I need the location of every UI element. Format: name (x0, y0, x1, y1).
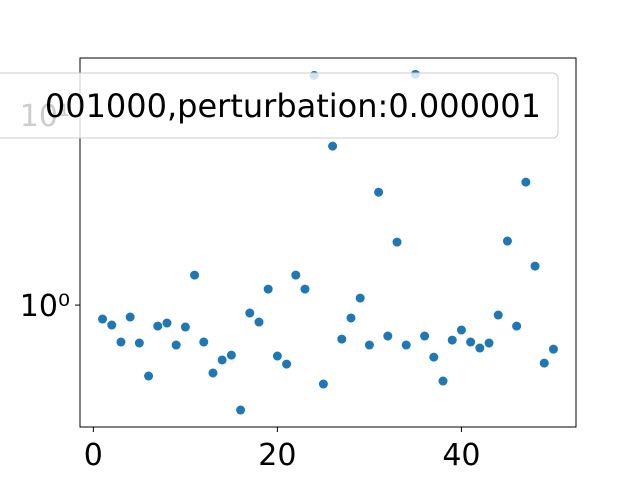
point (466, 337, 476, 347)
point (438, 376, 448, 386)
plot-frame (79, 57, 577, 428)
point (548, 344, 558, 354)
point (512, 321, 522, 331)
point (245, 308, 255, 318)
point (125, 312, 135, 322)
point (282, 359, 292, 369)
point (337, 334, 347, 344)
point (456, 325, 466, 335)
point (502, 236, 512, 246)
point (530, 261, 540, 271)
x-tick-label: 0 (84, 438, 103, 473)
point (98, 314, 108, 324)
point (272, 351, 282, 361)
point (180, 322, 190, 332)
point (300, 284, 310, 294)
point (190, 270, 200, 280)
x-tick-label: 40 (442, 438, 480, 473)
legend-label: 001000,perturbation:0.000001 (45, 87, 541, 125)
point (521, 177, 531, 187)
point (346, 313, 356, 323)
y-tick-label: 10⁰ (20, 289, 70, 324)
point (383, 331, 393, 341)
legend-box (0, 72, 559, 139)
point (328, 141, 338, 151)
point (153, 321, 163, 331)
point (144, 371, 154, 381)
point (171, 340, 181, 350)
point (226, 350, 236, 360)
point (401, 340, 411, 350)
x-axis-label: epoch/20 (258, 478, 398, 480)
x-tick-label: 20 (258, 438, 296, 473)
point (539, 358, 549, 368)
point (217, 355, 227, 365)
point (236, 405, 246, 415)
point (392, 237, 402, 247)
point (134, 338, 144, 348)
point (263, 284, 273, 294)
point (429, 352, 439, 362)
point (107, 320, 117, 330)
point (199, 337, 209, 347)
point (318, 379, 328, 389)
point (291, 270, 301, 280)
point (364, 340, 374, 350)
point (355, 293, 365, 303)
point (374, 187, 384, 197)
point (254, 317, 264, 327)
point (493, 310, 503, 320)
point (208, 368, 218, 378)
point (162, 318, 172, 328)
point (420, 331, 430, 341)
point (447, 335, 457, 345)
point (484, 338, 494, 348)
point (475, 343, 485, 353)
point (116, 337, 126, 347)
